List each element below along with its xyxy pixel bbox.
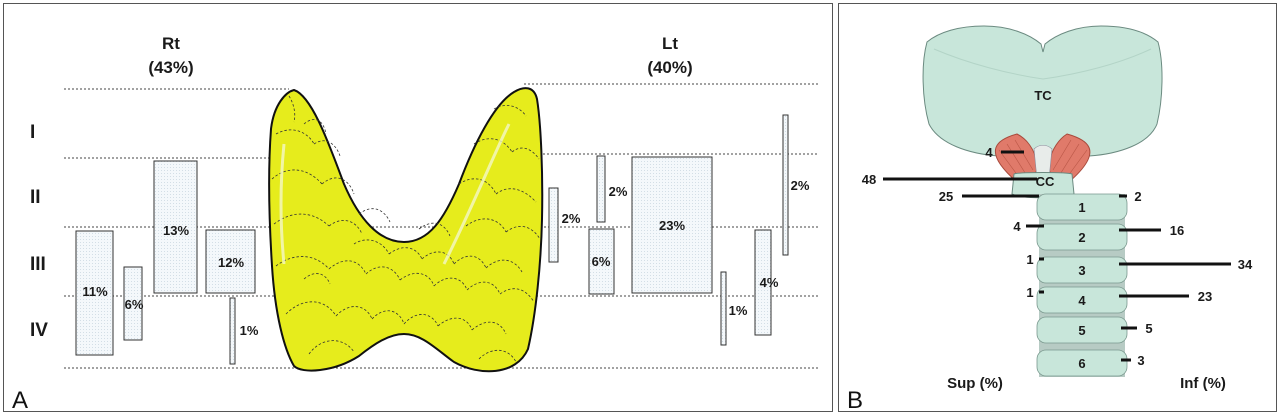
superior-bars — [883, 150, 1044, 294]
ring-label-5: 5 — [1078, 323, 1085, 338]
inf-value-34: 34 — [1238, 257, 1253, 272]
lt-box-1 — [720, 271, 727, 346]
tracheal-ring-6 — [1036, 349, 1128, 377]
inf-value-16: 16 — [1170, 223, 1184, 238]
lt-box-6 — [588, 228, 615, 295]
lt-label-1: 1% — [729, 303, 748, 318]
left-side-boxes — [548, 114, 789, 346]
rt-box-6 — [123, 266, 143, 341]
lt-label-2b: 2% — [609, 184, 628, 199]
rt-label-1: 1% — [240, 323, 259, 338]
lt-label-2a: 2% — [562, 211, 581, 226]
tracheal-ring-3 — [1036, 256, 1128, 284]
right-side-title: Rt — [162, 34, 180, 53]
ring-label-3: 3 — [1078, 263, 1085, 278]
level-label-ii: II — [30, 187, 41, 208]
panel-b: TC CC 1 2 3 4 5 6 4 48 25 4 1 1 2 16 34 … — [838, 3, 1277, 414]
tracheal-ring-2 — [1036, 223, 1128, 251]
lt-box-4 — [754, 229, 772, 336]
right-side-percent: (43%) — [148, 58, 193, 77]
sup-value-48: 48 — [862, 172, 876, 187]
lt-label-4: 4% — [760, 275, 779, 290]
sup-value-4: 4 — [1013, 219, 1021, 234]
rt-label-13: 13% — [163, 223, 189, 238]
rt-label-11: 11% — [82, 284, 108, 299]
inf-value-2: 2 — [1134, 189, 1141, 204]
sup-value-1b: 1 — [1026, 285, 1033, 300]
cricothyroid-muscles — [994, 133, 1091, 184]
panel-a: Rt (43%) Lt (40%) I II III IV — [3, 3, 833, 414]
lt-label-6: 6% — [592, 254, 611, 269]
panel-b-letter: B — [847, 387, 863, 413]
lt-label-23: 23% — [659, 218, 685, 233]
inf-value-3: 3 — [1137, 353, 1144, 368]
level-label-iv: IV — [30, 320, 48, 341]
rt-label-6: 6% — [125, 297, 144, 312]
tracheal-rings — [1036, 193, 1128, 377]
rt-box-1 — [229, 297, 236, 365]
inf-value-5: 5 — [1145, 321, 1152, 336]
ring-label-4: 4 — [1078, 293, 1086, 308]
lt-label-2c: 2% — [791, 178, 810, 193]
sup-value-4-top: 4 — [985, 145, 993, 160]
lt-box-2a — [548, 187, 559, 263]
rt-label-12: 12% — [218, 255, 244, 270]
inferior-bars — [1119, 194, 1231, 362]
ring-label-1: 1 — [1078, 200, 1085, 215]
left-side-percent: (40%) — [647, 58, 692, 77]
rt-box-12 — [205, 229, 256, 294]
sup-value-25: 25 — [939, 189, 953, 204]
right-side-boxes — [75, 160, 256, 365]
ring-label-6: 6 — [1078, 356, 1085, 371]
tc-label: TC — [1034, 88, 1052, 103]
level-label-iii: III — [30, 254, 46, 275]
left-side-title: Lt — [662, 34, 678, 53]
tracheal-ring-5 — [1036, 316, 1128, 344]
lt-box-2c — [782, 114, 789, 256]
thyroid-cartilage — [922, 25, 1163, 157]
lt-box-2b — [596, 155, 606, 223]
level-label-i: I — [30, 122, 35, 143]
inf-value-23: 23 — [1198, 289, 1212, 304]
sup-value-1a: 1 — [1026, 252, 1033, 267]
rt-box-11 — [75, 230, 114, 356]
thyroid-gland — [268, 87, 544, 373]
panel-b-diagram: TC CC 1 2 3 4 5 6 4 48 25 4 1 1 2 16 34 … — [847, 25, 1253, 414]
rt-box-13 — [153, 160, 198, 294]
cc-label: CC — [1036, 174, 1055, 189]
lt-box-23 — [631, 156, 713, 294]
tracheal-ring-4 — [1036, 286, 1128, 314]
panel-a-diagram: Rt (43%) Lt (40%) I II III IV — [12, 34, 819, 414]
inf-axis-label: Inf (%) — [1180, 375, 1226, 392]
tracheal-ring-1 — [1036, 193, 1128, 221]
sup-axis-label: Sup (%) — [947, 375, 1003, 392]
ring-label-2: 2 — [1078, 230, 1085, 245]
panel-a-letter: A — [12, 387, 28, 413]
